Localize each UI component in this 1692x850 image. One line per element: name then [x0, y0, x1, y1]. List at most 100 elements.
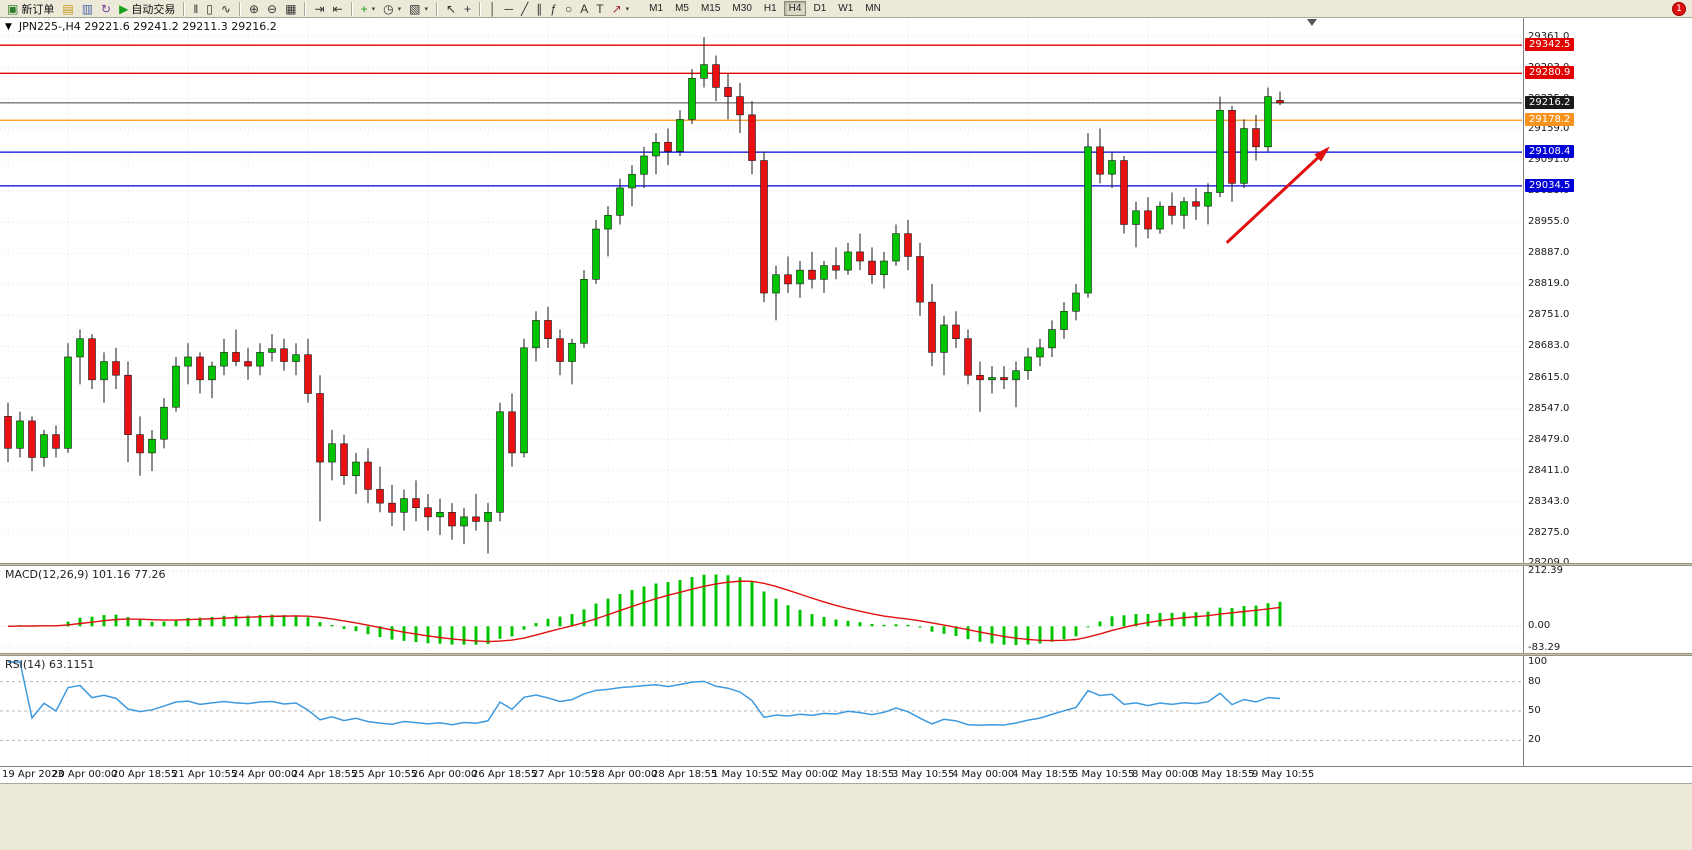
price-axis-tick: 29159.0: [1528, 123, 1570, 134]
indicators-icon: +: [360, 1, 368, 16]
templates-icon: ▧: [409, 1, 421, 16]
macd-axis-tick: 0.00: [1528, 620, 1551, 632]
rsi-pane[interactable]: RSI(14) 63.1151: [0, 656, 1524, 766]
templates-button[interactable]: ▧ ▾: [405, 1, 432, 17]
rsi-axis-tick: 100: [1528, 656, 1548, 667]
timeframe-h1-button[interactable]: H1: [759, 1, 782, 16]
zoom-out-button[interactable]: ⊖: [263, 1, 281, 17]
timeframe-w1-button[interactable]: W1: [833, 1, 858, 16]
text-button[interactable]: A: [576, 1, 592, 17]
price-axis-tick: 28479.0: [1528, 433, 1570, 445]
price-axis-tick: 28887.0: [1528, 247, 1570, 259]
price-axis-tick: 28683.0: [1528, 340, 1570, 352]
rsi-axis[interactable]: 100 80 50 20: [1524, 656, 1692, 766]
price-line-tag: 29034.5: [1525, 178, 1575, 192]
price-axis-tick: 29091.0: [1528, 154, 1570, 166]
text-label-button[interactable]: T: [592, 1, 607, 17]
pane-divider[interactable]: [0, 653, 1692, 656]
refresh-icon: ↻: [101, 1, 112, 16]
channel-icon: ∥: [536, 1, 543, 16]
auto-trading-label: 自动交易: [131, 3, 176, 16]
price-axis-tick: 28955.0: [1528, 216, 1570, 228]
data-window-button[interactable]: ▥: [78, 1, 97, 17]
cursor-icon: ↖: [445, 1, 457, 16]
time-axis-label: 21 Apr 10:55: [172, 769, 238, 780]
time-axis-label: 19 Apr 2023: [2, 769, 64, 780]
timeframe-h4-button[interactable]: H4: [783, 1, 807, 16]
price-axis-tick: 28547.0: [1528, 402, 1570, 414]
market-watch-button[interactable]: ▤: [58, 1, 77, 17]
timeframe-m30-button[interactable]: M30: [727, 1, 756, 16]
timeframe-m5-button[interactable]: M5: [670, 1, 694, 16]
toolbar-buttons: ▣ 新订单 ▤ ▥ ↻ ▶ 自动交易 ‖ ▯ ∿ ⊕ ⊖ ▦ ⇥ ⇤ + ▾ ◷ ▾ ▧ ▾ ↖ + │ ─ ╱ ∥ ƒ ○ A T ↗ ▾: [3, 1, 633, 17]
time-axis-label: 2 May 18:55: [832, 769, 895, 780]
rsi-axis-tick: 80: [1528, 675, 1541, 687]
refresh-button[interactable]: ↻: [97, 1, 115, 17]
symbol-dropdown-icon[interactable]: ▼: [5, 21, 12, 32]
zoom-in-button[interactable]: ⊕: [245, 1, 263, 17]
cursor-button[interactable]: ↖: [442, 1, 460, 17]
time-axis[interactable]: 19 Apr 2023 20 Apr 00:00 20 Apr 18:55 21 Ap…: [0, 766, 1692, 783]
time-axis-label: 1 May 10:55: [712, 769, 775, 780]
new-order-button[interactable]: ▣ 新订单: [3, 1, 58, 17]
price-axis-tick: 28275.0: [1528, 526, 1570, 538]
tile-windows-button[interactable]: ▦: [281, 1, 300, 17]
price-axis[interactable]: 29361.029293.029225.029159.029091.029023…: [1524, 18, 1692, 563]
market-watch-icon: ▤: [62, 1, 74, 16]
main-pane-row: ▼ JPN225-,H4 29221.6 29241.2 29211.3 292…: [0, 18, 1692, 563]
chart-title: ▼ JPN225-,H4 29221.6 29241.2 29211.3 292…: [5, 20, 277, 33]
price-axis-tick: 28343.0: [1528, 495, 1570, 507]
price-line-tag: 29280.9: [1525, 66, 1575, 80]
time-axis-label: 8 May 18:55: [1192, 769, 1255, 780]
dropdown-caret-icon: ▾: [625, 5, 630, 13]
bar-chart-button[interactable]: ‖: [189, 1, 202, 17]
shapes-button[interactable]: ○: [561, 1, 576, 17]
periods-button[interactable]: ◷ ▾: [379, 1, 405, 17]
time-axis-label: 8 May 00:00: [1132, 769, 1195, 780]
notification-badge[interactable]: 1: [1672, 2, 1686, 16]
chart-window: ▼ JPN225-,H4 29221.6 29241.2 29211.3 292…: [0, 18, 1692, 850]
timeframe-d1-button[interactable]: D1: [808, 1, 831, 16]
macd-pane[interactable]: MACD(12,26,9) 101.16 77.26: [0, 566, 1524, 653]
vertical-line-button[interactable]: │: [485, 1, 501, 17]
chart-shift-marker: [1306, 19, 1317, 26]
candlestick-chart-button[interactable]: ▯: [202, 1, 217, 17]
fibonacci-icon: ƒ: [550, 1, 557, 16]
price-axis-tick: 28411.0: [1528, 464, 1570, 476]
time-axis-label: 25 Apr 10:55: [352, 769, 418, 780]
arrows-button[interactable]: ↗ ▾: [608, 1, 634, 17]
price-axis-tick: 29361.0: [1528, 30, 1570, 42]
time-axis-label: 26 Apr 00:00: [412, 769, 478, 780]
macd-axis[interactable]: 212.39 0.00 -83.29: [1524, 566, 1692, 653]
auto-scroll-button[interactable]: ⇥: [310, 1, 328, 17]
dropdown-caret-icon: ▾: [371, 5, 376, 13]
chart-shift-button[interactable]: ⇤: [329, 1, 347, 17]
horizontal-line-button[interactable]: ─: [501, 1, 518, 17]
tile-windows-icon: ▦: [285, 1, 297, 16]
toolbar-separator: [238, 1, 241, 16]
fibonacci-button[interactable]: ƒ: [546, 1, 561, 17]
trend-arrow-annotation: [1225, 148, 1329, 244]
pane-divider[interactable]: [0, 563, 1692, 566]
time-axis-label: 28 Apr 00:00: [592, 769, 658, 780]
text-label-icon: T: [596, 1, 604, 16]
timeframe-m15-button[interactable]: M15: [696, 1, 725, 16]
crosshair-button[interactable]: +: [460, 1, 475, 17]
equidistant-channel-button[interactable]: ∥: [532, 1, 546, 17]
macd-pane-row: MACD(12,26,9) 101.16 77.26 212.39 0.00 -83…: [0, 566, 1692, 653]
main-price-chart[interactable]: ▼ JPN225-,H4 29221.6 29241.2 29211.3 292…: [0, 18, 1524, 563]
auto-trading-button[interactable]: ▶ 自动交易: [115, 1, 179, 17]
time-axis-label: 2 May 00:00: [772, 769, 835, 780]
timeframe-mn-button[interactable]: MN: [860, 1, 886, 16]
price-axis-tick: 28819.0: [1528, 278, 1570, 290]
data-window-icon: ▥: [81, 1, 94, 16]
zoom-in-icon: ⊕: [248, 1, 260, 16]
indicators-button[interactable]: + ▾: [357, 1, 380, 17]
time-axis-label: 4 May 18:55: [1012, 769, 1075, 780]
timeframe-m1-button[interactable]: M1: [644, 1, 668, 16]
periods-icon: ◷: [383, 1, 394, 16]
trendline-button[interactable]: ╱: [517, 1, 532, 17]
time-axis-label: 24 Apr 00:00: [232, 769, 298, 780]
auto-scroll-icon: ⇥: [314, 1, 325, 16]
line-chart-button[interactable]: ∿: [217, 1, 235, 17]
